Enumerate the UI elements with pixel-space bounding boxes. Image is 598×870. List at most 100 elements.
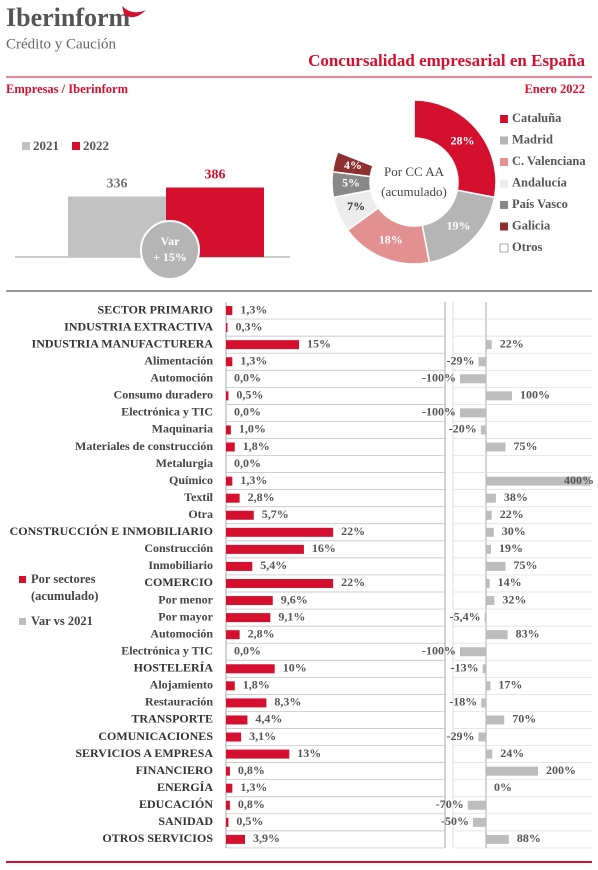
slice-label: 5% — [342, 176, 360, 190]
value-label: 0,8% — [238, 797, 265, 811]
bar — [226, 800, 230, 810]
category-label: COMUNICACIONES — [98, 729, 213, 743]
value-label: 0,3% — [235, 319, 262, 333]
value-label: -20% — [449, 422, 477, 436]
value-label: -70% — [436, 797, 464, 811]
category-label: SECTOR PRIMARIO — [98, 302, 213, 316]
bar — [460, 374, 486, 384]
value-label: 386 — [205, 168, 226, 183]
bar — [486, 561, 506, 571]
legend-label: Andalucía — [512, 175, 568, 189]
value-label: 1,8% — [243, 439, 270, 453]
value-label: 75% — [514, 558, 538, 572]
value-label: -5,4% — [450, 609, 481, 623]
category-label: COMERCIO — [144, 575, 213, 589]
value-label: 8,3% — [274, 695, 301, 709]
bar — [226, 323, 228, 333]
var-badge — [140, 220, 200, 280]
legend-swatch — [499, 243, 509, 253]
var-label: + 15% — [153, 250, 187, 264]
value-label: 83% — [516, 626, 540, 640]
category-label: Restauración — [145, 695, 213, 709]
bar — [486, 493, 496, 503]
var-label: Var — [161, 234, 181, 248]
bar — [226, 596, 273, 606]
value-label: 9,6% — [281, 592, 308, 606]
section: Empresas / Iberinform — [6, 82, 129, 96]
category-label: OTROS SERVICIOS — [102, 831, 213, 845]
bar — [226, 630, 240, 640]
bar — [486, 766, 538, 776]
bar — [486, 715, 505, 725]
bar — [226, 664, 275, 674]
center-label: (acumulado) — [381, 184, 447, 199]
value-label: 15% — [307, 336, 331, 350]
bar — [486, 544, 491, 554]
value-label: 0% — [494, 780, 512, 794]
value-label: 22% — [500, 336, 524, 350]
value-label: -29% — [446, 729, 474, 743]
slice-label: 7% — [347, 199, 365, 213]
category-label: INDUSTRIA EXTRACTIVA — [64, 319, 213, 333]
value-label: 30% — [502, 524, 526, 538]
legend-label: 2022 — [83, 138, 109, 153]
value-label: 24% — [500, 746, 524, 760]
legend-label: Otros — [512, 240, 542, 254]
legend-label: C. Valenciana — [512, 154, 586, 168]
legend-label: Madrid — [512, 132, 553, 146]
bar — [226, 357, 233, 367]
category-label: FINANCIERO — [136, 763, 213, 777]
value-label: 200% — [546, 763, 576, 777]
category-label: Automoción — [150, 626, 213, 640]
category-label: Consumo duradero — [114, 388, 213, 402]
bar — [226, 425, 231, 435]
bar — [226, 493, 240, 503]
bar — [473, 817, 486, 827]
value-label: 14% — [498, 575, 522, 589]
category-label: ENERGÍA — [157, 780, 213, 794]
bar — [226, 732, 242, 742]
legend-label: Var vs 2021 — [31, 614, 93, 628]
value-label: -50% — [441, 814, 469, 828]
value-label: 5,7% — [262, 507, 289, 521]
legend-label: 2021 — [33, 138, 59, 153]
slice-label: 18% — [379, 232, 403, 246]
value-label: 0,0% — [234, 456, 261, 470]
value-label: 22% — [341, 524, 365, 538]
bar — [226, 510, 254, 520]
bar — [226, 698, 267, 708]
bar — [482, 664, 486, 674]
value-label: 2,8% — [248, 626, 275, 640]
bar — [467, 800, 486, 810]
bar — [226, 834, 245, 844]
value-label: 5,4% — [260, 558, 287, 572]
bar — [226, 766, 230, 776]
slice-label: 4% — [344, 158, 362, 172]
value-label: 17% — [498, 678, 522, 692]
value-label: 0,0% — [234, 405, 261, 419]
value-label: -18% — [449, 695, 477, 709]
value-label: 4,4% — [255, 712, 282, 726]
category-label: Materiales de construcción — [75, 439, 213, 453]
legend-swatch — [500, 201, 508, 209]
bar — [478, 732, 486, 742]
value-label: 9,1% — [278, 609, 305, 623]
category-label: Por mayor — [158, 609, 213, 623]
category-label: Automoción — [150, 371, 213, 385]
bar — [226, 527, 334, 537]
bar — [460, 408, 486, 418]
bar — [226, 817, 229, 827]
legend-swatch — [22, 142, 30, 150]
category-label: SANIDAD — [158, 814, 213, 828]
bar — [486, 749, 493, 759]
bar — [486, 476, 590, 486]
value-label: 1,3% — [240, 353, 267, 367]
bar — [481, 698, 486, 708]
value-label: 2,8% — [248, 490, 275, 504]
bar — [226, 613, 271, 623]
category-label: Inmobiliario — [148, 558, 213, 572]
category-label: Textil — [184, 490, 214, 504]
pie-slice — [336, 99, 415, 167]
category-label: Electrónica y TIC — [121, 643, 213, 657]
